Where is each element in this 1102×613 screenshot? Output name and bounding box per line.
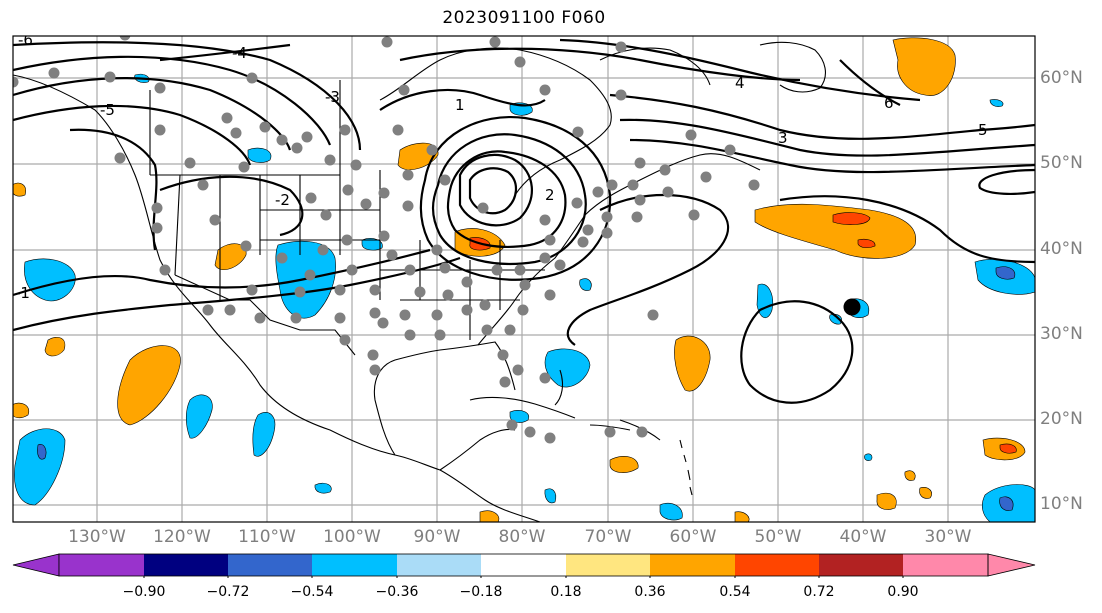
lat-label: 30°N [1040,324,1083,344]
colorbar-tick-label: −0.18 [459,584,503,600]
target-location-marker [843,298,861,316]
colorbar-bin [819,554,903,576]
colorbar-tick-label: −0.72 [206,584,250,600]
colorbar-bin [228,554,312,576]
lat-label: 50°N [1040,153,1083,173]
colorbar-tick-label: 0.90 [887,584,919,600]
contour-label: 5 [978,121,988,139]
colorbar-min-extension [12,553,60,577]
forecast-map: -6 -5 -4 -3 -2 -1 1 2 3 4 5 6 [12,31,1036,523]
colorbar-tick-label: 0.36 [634,584,666,600]
colorbar-bin [144,554,228,576]
colorbar-bin [397,554,481,576]
contour-label: 4 [735,74,745,92]
colorbar-bin [312,554,397,576]
lat-label: 20°N [1040,409,1083,429]
colorbar-tick-label: 0.72 [803,584,835,600]
colorbar-bin [59,554,144,576]
colorbar-tick-label: −0.54 [290,584,334,600]
contour-label: -6 [18,31,33,49]
map-frame [12,35,1036,523]
contour-label: 1 [455,96,465,114]
colorbar-bin [566,554,650,576]
lat-label: 10°N [1040,494,1083,514]
colorbar-bin [650,554,735,576]
contour-label: -1 [15,284,30,302]
lon-label: 90°W [413,527,461,547]
colorbar-tick-label: 0.54 [719,584,751,600]
contour-label: 6 [884,94,894,112]
lat-label: 40°N [1040,239,1083,259]
lon-label: 50°W [754,527,802,547]
colorbar-max-extension [987,553,1036,577]
colorbar-tick-label: −0.36 [375,584,419,600]
colorbar-tick-label: 0.18 [550,584,582,600]
lon-label: 60°W [669,527,717,547]
contour-label: -4 [232,44,247,62]
contour-lines [13,38,1035,404]
colorbar-bin [903,554,988,576]
contour-label: -5 [100,101,115,119]
contour-labels: -6 -5 -4 -3 -2 -1 1 2 3 4 5 6 [15,31,988,302]
contour-label: 3 [778,129,788,147]
map-title: 2023091100 F060 [442,8,606,28]
contour-label: 2 [545,186,555,204]
station-markers [13,36,760,444]
lat-label: 60°N [1040,68,1083,88]
contour-label: -3 [325,88,340,106]
colorbar-bin [481,554,566,576]
colorbar-bin [735,554,819,576]
colorbar [12,553,1036,578]
lon-label: 110°W [238,527,296,547]
lon-label: 130°W [68,527,126,547]
lon-label: 30°W [924,527,972,547]
lon-label: 80°W [498,527,546,547]
lon-label: 70°W [584,527,632,547]
contour-label: -2 [275,191,290,209]
colorbar-tick-label: −0.90 [122,584,166,600]
lon-label: 120°W [153,527,211,547]
lon-label: 100°W [323,527,381,547]
lon-label: 40°W [839,527,887,547]
